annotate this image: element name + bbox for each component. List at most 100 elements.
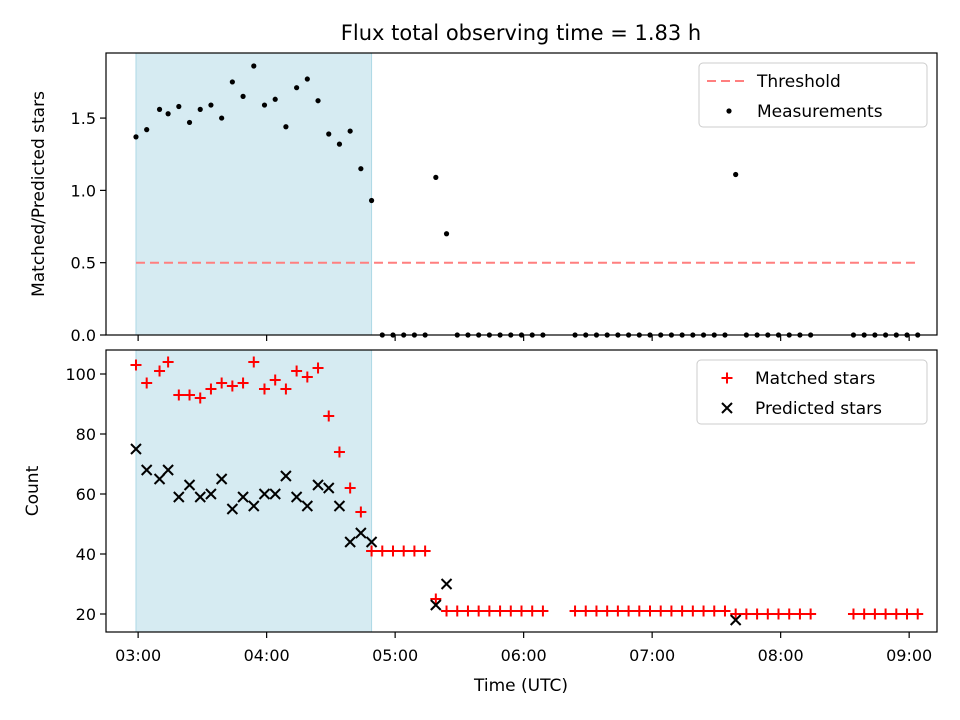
x-tick-label: 06:00 xyxy=(501,646,547,665)
measurement-point xyxy=(176,103,182,110)
ratio-panel-y-axis-label: Matched/Predicted stars xyxy=(29,91,49,297)
matched-stars-point xyxy=(644,605,656,617)
measurement-point xyxy=(315,98,321,104)
matched-stars-point xyxy=(473,605,485,617)
measurement-point xyxy=(347,128,353,134)
ratio-panel-x-ticks xyxy=(137,335,910,341)
y-tick-label: 1.0 xyxy=(71,181,96,200)
predicted-stars-point xyxy=(312,479,324,491)
matched-stars-point xyxy=(687,605,699,617)
matched-stars-point xyxy=(580,605,592,617)
matched-stars-point xyxy=(205,383,217,395)
observing-window-shading xyxy=(135,52,373,336)
measurement-point xyxy=(368,197,375,204)
matched-stars-point xyxy=(526,605,538,617)
matched-stars-point xyxy=(590,605,602,617)
matched-stars-point xyxy=(858,608,870,620)
predicted-stars-point xyxy=(183,479,196,491)
y-tick-label: 60 xyxy=(76,485,96,504)
predicted-stars-point xyxy=(258,488,271,500)
predicted-stars-point xyxy=(269,488,281,500)
measurement-point xyxy=(733,171,739,178)
predicted-stars-point xyxy=(194,491,206,503)
matched-stars-point xyxy=(333,446,345,458)
measurement-point xyxy=(326,131,332,137)
matched-stars-point xyxy=(569,605,581,617)
matched-stars-point xyxy=(516,605,527,617)
matched-stars-point xyxy=(441,605,453,617)
x-tick-label: 09:00 xyxy=(886,646,932,665)
matched-stars-point xyxy=(419,545,431,557)
measurement-point xyxy=(240,93,246,99)
predicted-stars-point xyxy=(280,470,292,482)
count-panel-frame xyxy=(105,349,938,633)
legend-marker-swatch xyxy=(726,108,732,114)
matched-stars-point xyxy=(730,608,742,620)
matched-stars-point xyxy=(366,545,378,557)
predicted-stars-point xyxy=(301,500,314,512)
ratio-panel-y-ticks: 0.0 0.5 1.0 1.5 xyxy=(71,109,106,345)
measurement-point xyxy=(229,79,235,85)
matched-stars-point xyxy=(751,608,763,620)
matched-stars-point xyxy=(323,410,335,422)
predicted-stars-point xyxy=(173,491,185,503)
measurement-point xyxy=(251,63,257,69)
measurement-point xyxy=(304,76,310,82)
matched-stars-point xyxy=(301,371,313,383)
predicted-stars-point xyxy=(365,536,378,548)
matched-stars-point xyxy=(494,605,506,617)
measurement-point xyxy=(294,85,300,91)
ratio-panel-frame xyxy=(105,52,938,336)
matched-stars-point xyxy=(184,389,196,401)
predicted-stars-point xyxy=(355,527,367,539)
matched-stars-point xyxy=(248,356,260,368)
predicted-stars-point xyxy=(140,464,153,476)
y-tick-label: 100 xyxy=(65,365,96,384)
x-tick-label: 04:00 xyxy=(244,646,290,665)
y-tick-label: 0.5 xyxy=(71,254,96,273)
ratio-panel-legend: Threshold Measurements xyxy=(698,62,928,128)
legend-entry-label: Matched stars xyxy=(755,369,875,389)
matched-stars-point xyxy=(676,605,688,617)
legend-entry-label: Threshold xyxy=(756,72,841,92)
matched-stars-point xyxy=(805,608,817,620)
matched-stars-point xyxy=(226,380,238,392)
measurement-point xyxy=(272,96,278,102)
measurement-point xyxy=(443,231,450,237)
legend-marker-swatch xyxy=(721,402,733,414)
y-tick-label: 40 xyxy=(76,545,96,564)
chart-title: Flux total observing time = 1.83 h xyxy=(341,21,701,45)
measurement-point xyxy=(156,106,163,112)
matched-stars-point xyxy=(237,377,249,389)
matched-stars-point xyxy=(291,365,303,377)
matched-stars-point xyxy=(216,377,228,389)
matched-stars-point xyxy=(890,608,902,620)
measurement-point xyxy=(336,141,343,147)
predicted-stars-point xyxy=(130,443,142,455)
measurement-point xyxy=(283,124,289,130)
x-axis-label: Time (UTC) xyxy=(473,676,568,696)
matched-stars-point xyxy=(173,389,185,401)
y-tick-label: 0.0 xyxy=(71,326,96,345)
y-tick-label: 80 xyxy=(76,425,96,444)
measurement-point xyxy=(208,102,214,108)
matched-stars-point xyxy=(387,545,399,557)
matched-stars-point xyxy=(462,605,474,617)
matched-stars-point xyxy=(312,362,324,374)
matched-stars-point xyxy=(451,605,463,617)
matched-stars-point xyxy=(665,605,677,617)
matched-stars-point xyxy=(505,605,517,617)
legend-marker-swatch xyxy=(721,372,733,384)
measurement-point xyxy=(197,106,203,112)
measurement-point xyxy=(133,134,139,140)
predicted-stars-point xyxy=(323,482,335,494)
matched-stars-point xyxy=(847,608,859,620)
matched-stars-point xyxy=(408,545,420,557)
x-tick-label: 05:00 xyxy=(372,646,418,665)
matched-stars-point xyxy=(355,506,367,518)
matched-stars-point xyxy=(483,605,495,617)
matched-stars-point xyxy=(601,605,613,617)
matched-stars-point xyxy=(537,605,549,617)
matched-stars-point xyxy=(623,605,635,617)
